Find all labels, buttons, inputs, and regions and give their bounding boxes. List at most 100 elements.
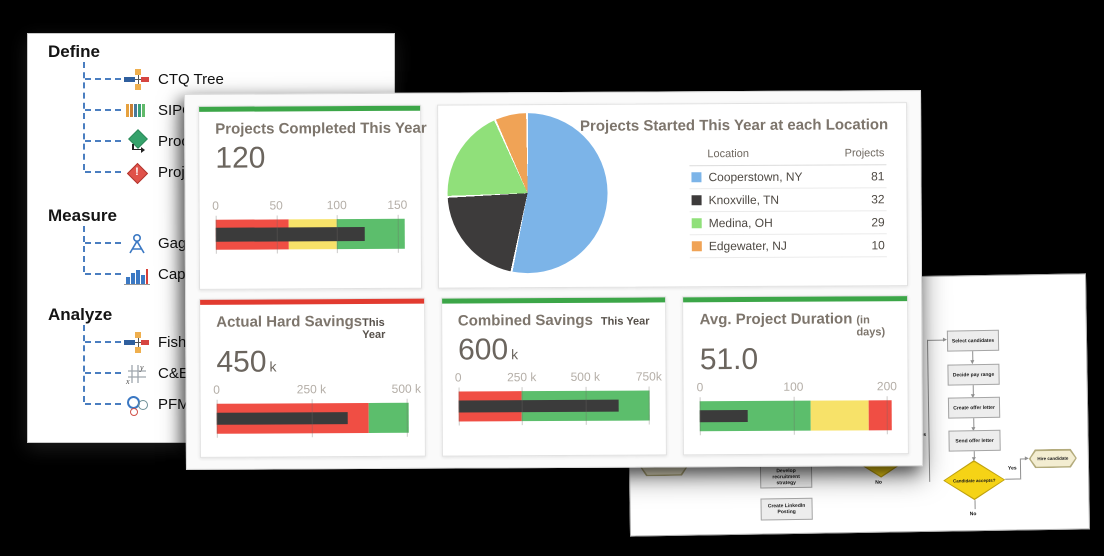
- axis-tick-line: [311, 398, 313, 437]
- tree-connector-line: [83, 325, 85, 402]
- flow-node-create-offer-letter[interactable]: Create offer letter: [947, 396, 1001, 419]
- svg-text:x: x: [125, 377, 130, 385]
- card-title: Combined Savings: [457, 311, 593, 330]
- axis-tick-label: 750k: [635, 368, 662, 384]
- axis-tick-label: 500 k: [391, 381, 422, 396]
- legend-header-location: Location: [707, 147, 749, 161]
- legend-color-swatch: [691, 218, 702, 229]
- kpi-unit: k: [511, 346, 519, 363]
- connector-label-no: No: [969, 511, 977, 518]
- tree-item-label: CTQ Tree: [158, 71, 224, 88]
- axis-tick-line: [699, 396, 702, 435]
- axis-tick-label: 0: [696, 379, 704, 394]
- bullet-chart: 0 250 k 500 k 750k: [454, 369, 662, 430]
- legend-color-swatch: [691, 172, 702, 183]
- card-title: Projects Completed This Year: [215, 119, 427, 138]
- tree-item-ctq-tree[interactable]: CTQ Tree: [48, 64, 394, 95]
- connector-line: [974, 500, 976, 510]
- legend-row: Knoxville, TN 32: [689, 188, 887, 213]
- dashboard-panel: Projects Completed This Year 120 0 50 100 1…: [184, 90, 923, 470]
- kpi-value: 450 k: [216, 345, 277, 379]
- flow-node-create-linkedin-posting[interactable]: Create LinkedIn Posting: [760, 497, 813, 521]
- connector-label-yes: Yes: [1007, 465, 1017, 472]
- section-header-define: Define: [48, 42, 100, 61]
- axis-tick-line: [886, 395, 889, 434]
- axis-tick-label: 100: [326, 197, 347, 212]
- axis-tick-line: [648, 385, 651, 425]
- kpi-value: 600 k: [457, 333, 519, 367]
- bullet-value-bar: [458, 399, 620, 412]
- bullet-chart: 0 250 k 500 k: [213, 381, 421, 442]
- pfmea-icon: [124, 394, 150, 416]
- legend-row: Medina, OH 29: [689, 211, 887, 236]
- axis-tick-label: 0: [212, 198, 219, 213]
- axis-tick-line: [276, 214, 278, 253]
- section-header-measure: Measure: [48, 206, 117, 225]
- card-period-label: This Year: [362, 316, 386, 342]
- capability-icon: [124, 264, 150, 286]
- pie-legend-table: Location Projects Cooperstown, NY 81 Knoxv…: [689, 147, 887, 259]
- bullet-range-segment: [368, 402, 409, 433]
- axis-tick-line: [793, 396, 795, 435]
- legend-location-label: Knoxville, TN: [708, 192, 780, 208]
- sipoc-icon: [124, 100, 150, 122]
- tree-connector-line: [83, 226, 85, 272]
- card-title-suffix: (in days): [856, 314, 886, 339]
- legend-row: Edgewater, NJ 10: [689, 234, 887, 259]
- connector-line: [1005, 478, 1021, 480]
- card-projects-started-pie: Projects Started This Year at each Locat…: [437, 102, 909, 289]
- section-header-analyze: Analyze: [48, 305, 113, 324]
- legend-projects-value: 10: [871, 238, 885, 253]
- axis-tick-line: [521, 386, 523, 425]
- axis-tick-label: 250 k: [296, 381, 327, 396]
- bullet-value-bar: [215, 226, 365, 242]
- flow-node-select-candidates[interactable]: Select candidates: [946, 329, 1000, 352]
- ctq-tree-icon: [124, 68, 150, 91]
- card-title: Actual Hard Savings: [216, 313, 363, 331]
- bullet-chart: 0 50 100 150: [212, 197, 408, 258]
- card-period-label: This Year: [600, 315, 650, 328]
- axis-tick-label: 500 k: [570, 369, 600, 384]
- card-title: Avg. Project Duration: [699, 310, 853, 329]
- flow-node-send-offer-letter[interactable]: Send offer letter: [948, 429, 1001, 452]
- card-projects-completed: Projects Completed This Year 120 0 50 100 1…: [198, 104, 427, 290]
- tree-connector-line: [83, 62, 85, 170]
- flow-node-develop-recruitment-strategy[interactable]: Develop recruitment strategy: [759, 464, 813, 489]
- bullet-value-bar: [700, 409, 748, 422]
- axis-tick-line: [215, 215, 217, 254]
- legend-color-swatch: [691, 241, 702, 252]
- legend-projects-value: 32: [871, 192, 885, 207]
- axis-tick-line: [585, 386, 587, 425]
- legend-row: Cooperstown, NY 81: [689, 165, 887, 190]
- legend-location-label: Medina, OH: [708, 215, 773, 231]
- bullet-range-segment: [810, 399, 869, 431]
- card-avg-project-duration: Avg. Project Duration (in days) 51.0 0 10…: [682, 295, 909, 456]
- bullet-range-segment: [868, 399, 892, 430]
- axis-tick-label: 200: [876, 378, 897, 393]
- legend-projects-value: 81: [871, 169, 885, 184]
- axis-tick-line: [458, 386, 460, 425]
- axis-tick-label: 0: [454, 369, 462, 385]
- flow-decision-candidate-accepts[interactable]: Candidate accepts?: [943, 460, 1006, 501]
- gage-rr-icon: [124, 233, 150, 255]
- legend-header-projects: Projects: [844, 147, 885, 160]
- svg-text:y: y: [139, 363, 144, 372]
- kpi-unit: k: [269, 358, 277, 375]
- kpi-value: 120: [215, 141, 266, 175]
- axis-tick-label: 250 k: [507, 369, 537, 384]
- kpi-value: 51.0: [699, 342, 759, 377]
- axis-tick-label: 150: [387, 197, 408, 212]
- legend-location-label: Cooperstown, NY: [708, 169, 803, 185]
- connector-line: [1019, 459, 1022, 480]
- axis-tick-line: [216, 399, 218, 438]
- connector-label-no: No: [875, 479, 882, 486]
- flow-terminal-hire-candidate[interactable]: Hire candidate: [1029, 449, 1077, 469]
- bullet-value-bar: [216, 411, 348, 425]
- axis-tick-line: [336, 214, 338, 253]
- process-map-icon: [124, 128, 150, 153]
- flow-node-decide-pay-range[interactable]: Decide pay range: [947, 363, 1000, 386]
- project-risk-icon: [124, 162, 150, 184]
- legend-projects-value: 29: [871, 215, 885, 230]
